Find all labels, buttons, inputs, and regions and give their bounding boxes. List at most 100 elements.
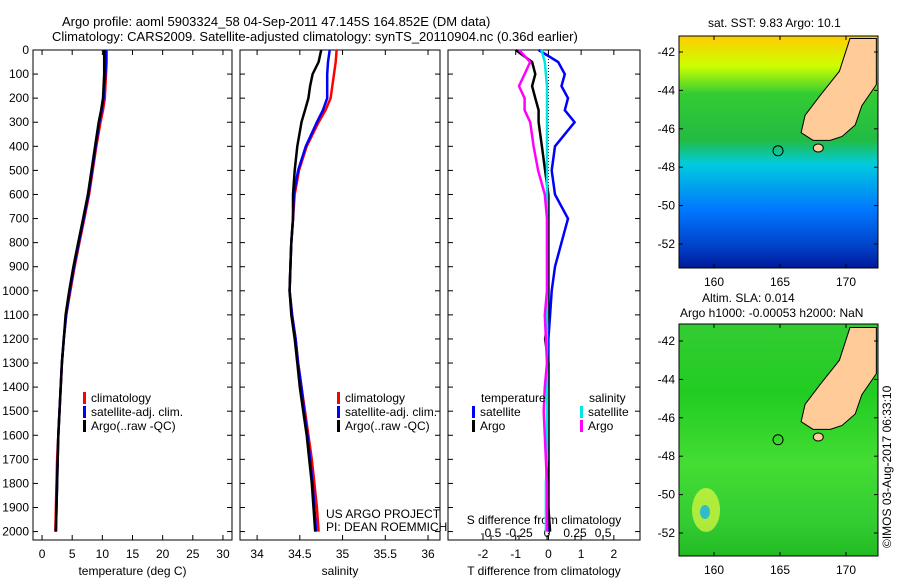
legend-label: satellite-adj. clim. [91, 405, 183, 419]
legend-header: temperature [481, 391, 546, 405]
legend-swatch [337, 406, 340, 418]
depth-tick-label: 1000 [2, 284, 29, 298]
legend-swatch [580, 406, 583, 418]
lat-tick-label: -50 [658, 199, 676, 213]
map2-title-line1: Altim. SLA: 0.014 [702, 291, 795, 305]
x-tick-label: 0 [545, 547, 552, 561]
lon-tick-label: 160 [704, 563, 724, 577]
depth-tick-label: 1400 [2, 380, 29, 394]
legend-label: climatology [91, 391, 151, 405]
map1-title: sat. SST: 9.83 Argo: 10.1 [708, 16, 841, 30]
legend-label: climatology [345, 391, 405, 405]
x-tick-label: 25 [186, 547, 200, 561]
lat-tick-label: -52 [658, 237, 676, 251]
depth-tick-label: 600 [9, 187, 29, 201]
depth-tick-label: 400 [9, 139, 29, 153]
depth-tick-label: 0 [22, 43, 29, 57]
x2-tick-label: -0.5 [481, 526, 502, 540]
legend-swatch [472, 420, 475, 432]
lat-tick-label: -44 [658, 372, 676, 386]
x-tick-label: -2 [478, 547, 489, 561]
lat-tick-label: -48 [658, 160, 676, 174]
depth-tick-label: 1300 [2, 356, 29, 370]
title-line1: Argo profile: aoml 5903324_58 04-Sep-201… [62, 14, 491, 29]
depth-tick-label: 500 [9, 163, 29, 177]
lat-tick-label: -46 [658, 122, 676, 136]
depth-tick-label: 1100 [3, 308, 29, 322]
depth-tick-label: 1800 [2, 476, 29, 490]
legend-label: satellite [480, 405, 521, 419]
x-tick-label: 36 [421, 547, 435, 561]
lon-tick-label: 160 [704, 275, 724, 289]
x-tick-label: 2 [610, 547, 617, 561]
legend-label: Argo(..raw -QC) [91, 419, 176, 433]
x-axis-label: T difference from climatology [467, 564, 621, 578]
x-tick-label: 10 [96, 547, 110, 561]
plot-frame-salinity [239, 49, 441, 541]
depth-tick-label: 200 [9, 91, 29, 105]
map2-title-line2: Argo h1000: -0.00053 h2000: NaN [680, 306, 864, 320]
land-new-zealand [800, 38, 877, 141]
x-tick-label: 15 [126, 547, 140, 561]
x-tick-label: 0 [39, 547, 46, 561]
x-tick-label: 34.5 [288, 547, 312, 561]
x-axis-label: temperature (deg C) [78, 564, 186, 578]
x-tick-label: 35 [336, 547, 350, 561]
plot-frame-temperature [32, 49, 233, 541]
lon-tick-label: 165 [770, 563, 790, 577]
depth-tick-label: 1500 [2, 404, 29, 418]
lon-tick-label: 170 [836, 275, 856, 289]
legend-swatch [472, 406, 475, 418]
legend-label: satellite-adj. clim. [345, 405, 437, 419]
lat-tick-label: -42 [658, 334, 676, 348]
x-tick-label: -1 [510, 547, 521, 561]
x2-tick-label: 0 [544, 526, 551, 540]
series-line-argo---raw--qc- [54, 50, 106, 532]
x-tick-label: 30 [216, 547, 230, 561]
x-axis-label: salinity [322, 564, 359, 578]
credit-text: ©IMOS 03-Aug-2017 06:33:10 [880, 385, 894, 548]
depth-tick-label: 2000 [2, 525, 29, 539]
legend-label: Argo(..raw -QC) [345, 419, 430, 433]
series-line-argo [514, 48, 552, 532]
lon-tick-label: 165 [770, 275, 790, 289]
stewart-island [812, 143, 824, 153]
x2-tick-label: 0.5 [595, 526, 612, 540]
x-tick-label: 5 [69, 547, 76, 561]
lon-tick-label: 170 [836, 563, 856, 577]
x-tick-label: 1 [578, 547, 585, 561]
x-tick-label: 20 [156, 547, 170, 561]
x2-tick-label: 0.25 [563, 526, 587, 540]
anomaly-blob [700, 505, 710, 519]
argo-float-marker [772, 145, 784, 157]
lat-tick-label: -46 [658, 411, 676, 425]
series-line-argo---raw--qc- [288, 49, 323, 532]
x2-tick-label: -0.25 [505, 526, 533, 540]
lat-tick-label: -50 [658, 488, 676, 502]
lat-tick-label: -44 [658, 83, 676, 97]
legend-label: satellite [588, 405, 629, 419]
legend-swatch [83, 420, 86, 432]
lat-tick-label: -42 [658, 45, 676, 59]
project-annotation: PI: DEAN ROEMMICH [326, 520, 447, 534]
legend-header: salinity [589, 391, 626, 405]
lat-tick-label: -48 [658, 449, 676, 463]
lat-tick-label: -52 [658, 526, 676, 540]
legend-swatch [580, 420, 583, 432]
x-tick-label: 35.5 [374, 547, 398, 561]
series-line-argo [517, 49, 549, 532]
legend-swatch [337, 420, 340, 432]
depth-tick-label: 300 [9, 115, 29, 129]
depth-tick-label: 1900 [2, 500, 29, 514]
land-new-zealand [800, 327, 877, 430]
legend-swatch [83, 392, 86, 404]
depth-tick-label: 800 [9, 236, 29, 250]
argo-float-marker [772, 434, 784, 446]
x-tick-label: 34 [250, 547, 264, 561]
depth-tick-label: 1700 [2, 452, 29, 466]
x2-axis-label: S difference from climatology [467, 513, 622, 527]
depth-tick-label: 1600 [2, 428, 29, 442]
legend-label: Argo [588, 419, 614, 433]
title-line2: Climatology: CARS2009. Satellite-adjuste… [52, 29, 578, 44]
